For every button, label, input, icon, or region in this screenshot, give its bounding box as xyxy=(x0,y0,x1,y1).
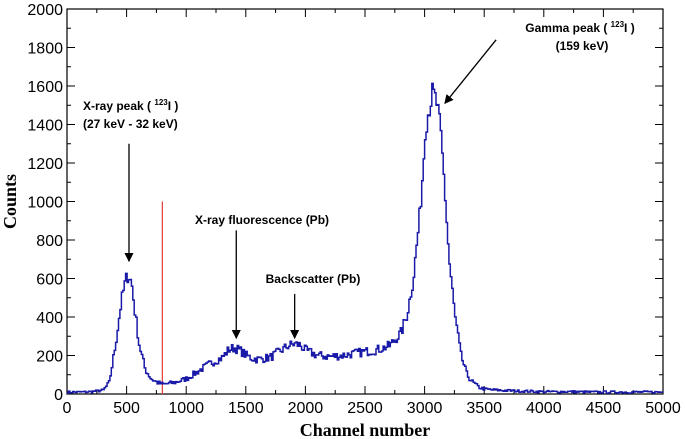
backscatter-label: Backscatter (Pb) xyxy=(266,272,361,286)
y-tick-label: 400 xyxy=(36,310,63,327)
plot-frame xyxy=(66,8,664,395)
y-tick-label: 1400 xyxy=(27,118,63,135)
annotations: X-ray peak ( 123I ) (27 keV - 32 keV) X-ra… xyxy=(83,20,635,340)
gamma-peak-label: Gamma peak ( 123I ) xyxy=(525,20,634,35)
x-axis-title: Channel number xyxy=(300,420,431,439)
y-axis-ticks: 0 200 400 600 800 1000 1200 1400 1600 1800 2000 xyxy=(27,2,663,404)
spectrum-series-line xyxy=(67,82,663,394)
x-tick-label: 3500 xyxy=(466,400,502,417)
xray-fluorescence-label: X-ray fluorescence (Pb) xyxy=(195,213,329,227)
xray-peak-label: X-ray peak ( 123I ) xyxy=(83,98,178,113)
x-tick-label: 4000 xyxy=(526,400,562,417)
x-tick-label: 2000 xyxy=(288,400,324,417)
y-tick-label: 1600 xyxy=(27,79,63,96)
x-tick-label: 0 xyxy=(63,400,72,417)
y-tick-label: 2000 xyxy=(27,2,63,19)
y-tick-label: 800 xyxy=(36,233,63,250)
x-axis-ticks: 0 500 1000 1500 2000 2500 3000 3500 4000 4500 5000 xyxy=(63,9,681,417)
x-tick-label: 1000 xyxy=(168,400,204,417)
x-tick-label: 4500 xyxy=(586,400,622,417)
y-axis-title: Counts xyxy=(0,174,20,229)
x-tick-label: 500 xyxy=(113,400,140,417)
gamma-peak-arrow xyxy=(444,39,497,105)
gamma-peak-energy-label: (159 keV) xyxy=(556,39,609,53)
y-tick-label: 1200 xyxy=(27,156,63,173)
xray-peak-energy-label: (27 keV - 32 keV) xyxy=(83,117,178,131)
y-tick-label: 0 xyxy=(54,387,63,404)
plot-area: 0 500 1000 1500 2000 2500 3000 3500 4000 4500 5000… xyxy=(27,2,680,417)
x-tick-label: 1500 xyxy=(228,400,264,417)
x-tick-label: 5000 xyxy=(645,400,681,417)
y-tick-label: 1800 xyxy=(27,41,63,58)
x-tick-label: 2500 xyxy=(347,400,383,417)
x-tick-label: 3000 xyxy=(407,400,443,417)
y-tick-label: 600 xyxy=(36,272,63,289)
y-tick-label: 200 xyxy=(36,349,63,366)
y-tick-label: 1000 xyxy=(27,195,63,212)
